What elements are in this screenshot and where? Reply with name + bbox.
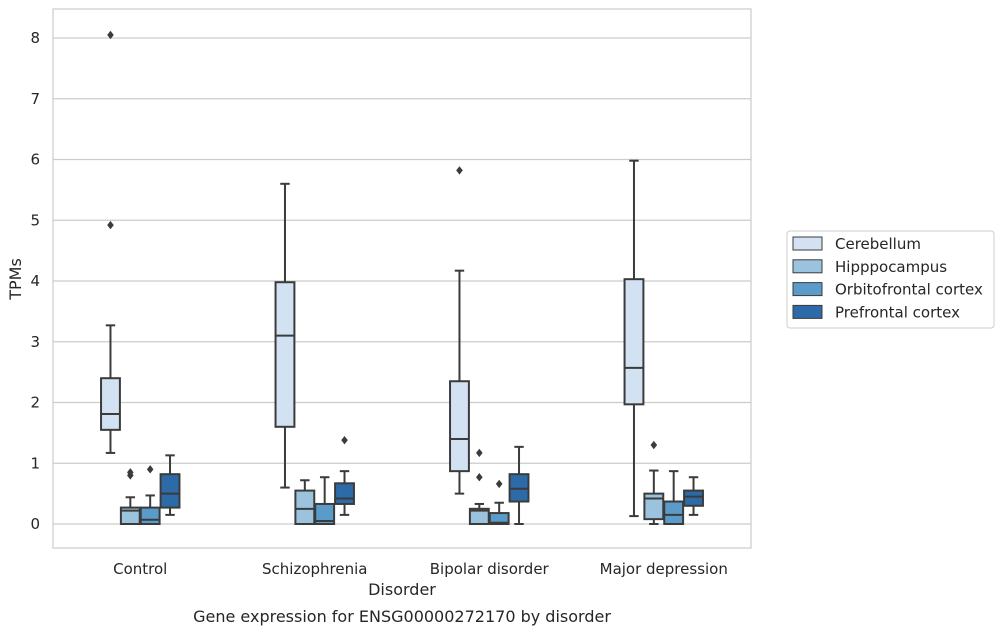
box-iqr — [314, 502, 336, 526]
box-iqr — [643, 492, 665, 521]
x-tick-label: Schizophrenia — [262, 560, 367, 578]
y-tick-label: 1 — [30, 454, 40, 472]
legend-swatch — [792, 282, 823, 297]
box-orbitofrontal-cortex — [139, 465, 161, 526]
y-axis-label: TPMs — [6, 258, 25, 301]
box-iqr — [449, 380, 470, 473]
box-iqr — [159, 473, 181, 509]
y-axis-ticks: 0 1 2 3 4 5 6 7 8 — [30, 29, 40, 533]
box-prefrontal-cortex — [508, 445, 530, 525]
legend-swatch — [792, 259, 823, 274]
boxes — [100, 30, 704, 526]
y-tick-label: 8 — [30, 29, 40, 47]
box-iqr — [294, 489, 316, 525]
box-cerebellum — [100, 30, 121, 454]
box-cerebellum — [449, 166, 470, 495]
x-tick-label: Control — [113, 560, 167, 578]
box-iqr — [623, 278, 645, 406]
box-prefrontal-cortex — [683, 476, 704, 516]
outlier-point — [107, 30, 114, 40]
x-axis-label: Disorder — [368, 580, 436, 599]
x-tick-label: Bipolar disorder — [430, 560, 550, 578]
plot-area-frame — [52, 8, 752, 549]
box-iqr — [100, 377, 121, 431]
box-prefrontal-cortex — [159, 454, 181, 516]
box-orbitofrontal-cortex — [663, 470, 685, 525]
legend-items: Cerebellum Hipppocampus Orbitofrontal cort… — [792, 235, 983, 321]
y-tick-label: 0 — [30, 515, 40, 533]
box-orbitofrontal-cortex — [314, 476, 336, 526]
box-iqr — [488, 512, 510, 526]
outlier-point — [650, 440, 658, 450]
outlier-point — [146, 465, 154, 474]
box-prefrontal-cortex — [334, 435, 355, 516]
y-tick-label: 6 — [30, 151, 40, 169]
legend-label: Hipppocampus — [835, 258, 947, 276]
box-hipppocampus — [294, 479, 316, 525]
y-tick-label: 2 — [30, 394, 40, 412]
y-tick-label: 7 — [30, 90, 40, 108]
outlier-point — [495, 479, 503, 489]
y-tick-label: 4 — [30, 272, 40, 290]
legend-label: Orbitofrontal cortex — [835, 281, 983, 299]
outlier-point — [127, 468, 134, 477]
x-axis-ticks: Control Schizophrenia Bipolar disorder Majo… — [113, 560, 728, 578]
box-hipppocampus — [468, 448, 490, 525]
chart-caption: Gene expression for ENSG00000272170 by d… — [193, 607, 611, 626]
outlier-point — [476, 473, 483, 482]
y-tick-label: 5 — [30, 211, 40, 229]
box-iqr — [683, 489, 704, 507]
box-iqr — [334, 482, 355, 505]
outlier-point — [476, 448, 483, 458]
box-orbitofrontal-cortex — [488, 479, 510, 526]
legend-label: Prefrontal cortex — [835, 303, 960, 321]
y-tick-label: 3 — [30, 333, 40, 351]
outlier-point — [341, 435, 348, 445]
x-tick-label: Major depression — [600, 560, 728, 578]
legend-label: Cerebellum — [835, 235, 921, 253]
box-hipppocampus — [119, 468, 141, 526]
box-cerebellum — [274, 182, 296, 489]
outlier-point — [107, 220, 114, 230]
legend-swatch — [792, 236, 823, 251]
gridlines — [53, 37, 751, 525]
box-hipppocampus — [643, 440, 665, 525]
box-iqr — [274, 281, 296, 428]
legend: Cerebellum Hipppocampus Orbitofrontal cort… — [786, 230, 995, 329]
box-iqr — [663, 500, 685, 525]
box-iqr — [139, 506, 161, 526]
legend-swatch — [792, 304, 823, 319]
box-cerebellum — [623, 159, 645, 518]
outlier-point — [456, 166, 463, 175]
legend-frame — [786, 230, 995, 329]
